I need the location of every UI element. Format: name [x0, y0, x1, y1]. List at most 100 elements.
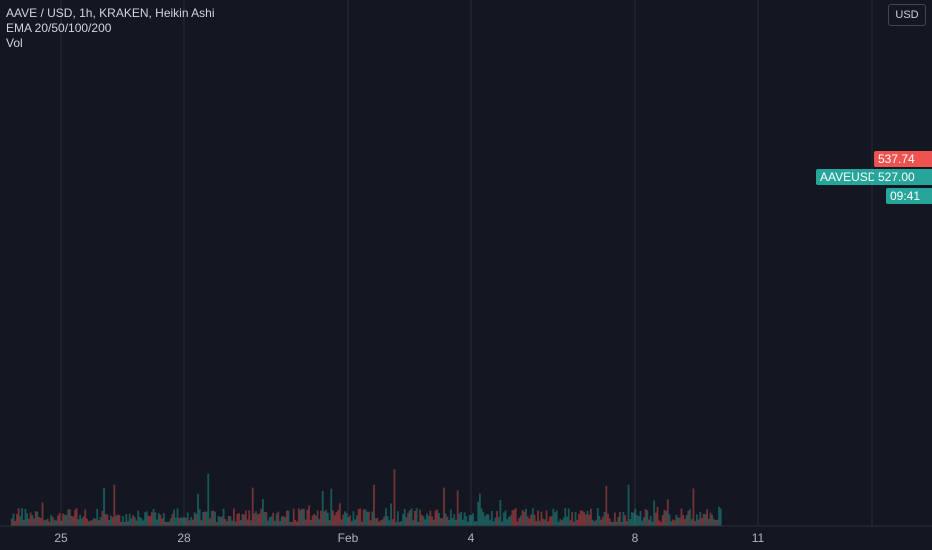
volume-bar [115, 515, 117, 526]
volume-bar [24, 509, 27, 526]
volume-bar [560, 520, 563, 526]
volume-bar [405, 517, 408, 526]
volume-bar [632, 512, 635, 526]
volume-bars [10, 469, 722, 526]
volume-bar [692, 488, 695, 526]
volume-bar [578, 514, 580, 526]
volume-bar [77, 519, 80, 526]
x-tick-label: Feb [338, 531, 359, 545]
volume-bar [101, 510, 104, 526]
volume-bar [482, 512, 485, 526]
volume-bar [308, 505, 310, 526]
ema-indicator-label[interactable]: EMA 20/50/100/200 [6, 21, 112, 35]
volume-indicator-label[interactable]: Vol [6, 36, 23, 50]
volume-bar [441, 518, 444, 526]
volume-bar [595, 520, 597, 526]
volume-bar [340, 519, 343, 526]
volume-bar [649, 515, 652, 526]
volume-bar [152, 508, 155, 526]
volume-bar [75, 508, 78, 526]
volume-bar [157, 513, 160, 526]
volume-bar [292, 508, 295, 526]
volume-bar [169, 518, 172, 526]
volume-bar [185, 517, 187, 526]
volume-bar [246, 519, 249, 526]
volume-bar [297, 508, 300, 526]
volume-bar [301, 508, 304, 526]
volume-bar [272, 512, 275, 526]
volume-bar [195, 513, 198, 526]
volume-bar [166, 521, 169, 526]
volume-bar [282, 516, 285, 526]
volume-bar [443, 487, 445, 526]
volume-bar [460, 511, 462, 526]
volume-bar [12, 513, 15, 526]
volume-bar [181, 517, 184, 526]
volume-bar [318, 519, 321, 526]
volume-bar [10, 518, 13, 526]
volume-bar [285, 510, 288, 526]
volume-bar [299, 510, 302, 526]
volume-bar [552, 508, 555, 526]
volume-bar [525, 508, 527, 526]
volume-bar [489, 519, 492, 526]
volume-bar [584, 514, 587, 526]
volume-bar [256, 514, 259, 526]
volume-bar [612, 521, 615, 526]
volume-bar [453, 514, 456, 526]
volume-bar [601, 516, 604, 526]
volume-bar [484, 516, 486, 526]
volume-bar [159, 514, 162, 526]
volume-bar [373, 484, 375, 526]
volume-bar [414, 510, 416, 526]
volume-bar [398, 521, 401, 526]
time-axis[interactable]: 25 28 Feb 4 8 11 [0, 525, 932, 545]
grid-lines [60, 0, 759, 526]
volume-bar [161, 518, 164, 526]
volume-bar [19, 516, 22, 526]
volume-bar [268, 517, 271, 526]
symbol-title[interactable]: AAVE / USD, 1h, KRAKEN, Heikin Ashi [6, 6, 215, 20]
volume-bar [345, 512, 348, 526]
volume-bar [396, 511, 399, 526]
volume-bar [92, 518, 95, 526]
volume-bar [121, 515, 124, 526]
volume-bar [682, 514, 685, 526]
volume-bar [533, 514, 536, 526]
volume-bar [528, 518, 531, 526]
volume-bar [84, 509, 87, 526]
volume-bar [408, 510, 411, 526]
volume-bar [333, 515, 336, 526]
volume-bar [388, 520, 391, 526]
volume-bar [55, 520, 58, 526]
volume-bar [499, 499, 502, 526]
volume-bar [571, 512, 574, 526]
volume-bar [238, 513, 240, 526]
volume-bar [62, 513, 64, 526]
volume-bar [583, 512, 585, 526]
volume-bar [646, 510, 649, 526]
volume-bar [695, 514, 698, 526]
volume-bar [588, 514, 591, 526]
volume-bar [34, 511, 37, 526]
volume-bar [313, 513, 316, 526]
volume-bar [429, 510, 432, 526]
currency-button[interactable]: USD [888, 4, 926, 26]
volume-bar [598, 516, 601, 526]
volume-bar [222, 508, 225, 526]
volume-bar [501, 521, 503, 526]
volume-bar [689, 509, 691, 526]
volume-bar [251, 487, 254, 526]
volume-bar [600, 519, 603, 526]
volume-bar [337, 510, 339, 526]
price-axis[interactable]: 262.00280.00300.00320.00340.00370.00400.… [871, 0, 928, 526]
volume-bar [164, 521, 167, 526]
volume-bar [437, 512, 440, 526]
volume-bar [549, 516, 551, 526]
volume-bar [178, 517, 181, 526]
volume-bar [147, 515, 150, 526]
volume-bar [407, 512, 410, 526]
volume-bar [109, 515, 112, 526]
volume-bar [431, 516, 433, 526]
